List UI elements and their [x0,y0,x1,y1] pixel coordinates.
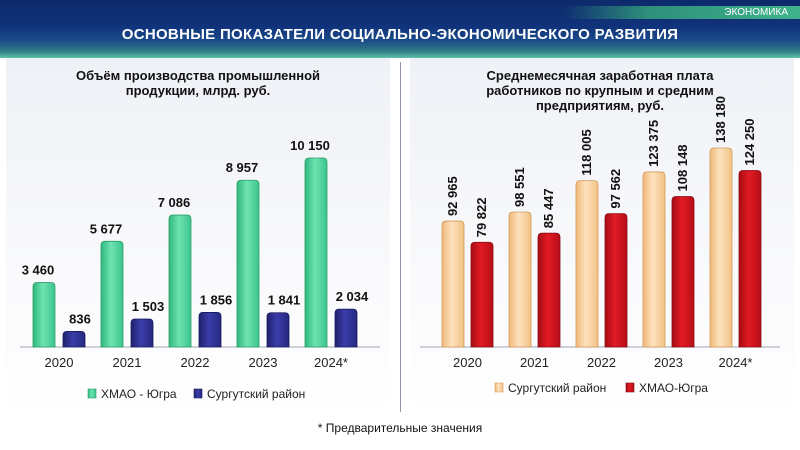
footnote: * Предварительные значения [317,421,483,435]
data-label-ХМАО-Югра-2021: 85 447 [541,188,556,228]
x-tick-label-2023: 2023 [654,355,683,370]
data-label-ХМАО-Югра-2023: 108 148 [675,145,690,192]
x-tick-label-2024*: 2024* [719,355,753,370]
header-banner: ЭКОНОМИКА ОСНОВНЫЕ ПОКАЗАТЕЛИ СОЦИАЛЬНО-… [0,0,800,58]
x-tick-label-2021: 2021 [520,355,549,370]
bar-Сургутский район-2024* [334,308,358,348]
bar-ХМАО-Югра-2020 [470,241,494,348]
legend-label-Сургутский район: Сургутский район [207,387,305,401]
bar-Сургутский район-2021 [508,211,532,348]
legend-label-ХМАО - Югра: ХМАО - Югра [101,387,177,401]
bar-Сургутский район-2020 [62,331,86,348]
x-tick-label-2020: 2020 [45,355,74,370]
x-tick-label-2021: 2021 [113,355,142,370]
right-chart-title-line-2: работников по крупным и средним [486,83,714,98]
legend-swatch-ХМАО - Югра [87,388,97,399]
right-chart-title: Среднемесячная заработная плата работник… [430,68,770,113]
data-label-Сургутский район-2024*: 138 180 [713,96,728,143]
left-chart-title-line-2: продукции, млрд. руб. [125,83,271,98]
chart-average-salary: 92 965 79 822 2020 98 551 85 447 2021 118 005 9… [420,96,780,395]
bar-Сургутский район-2022 [575,180,599,348]
data-label-ХМАО - Югра-2020: 3 460 [22,263,55,278]
data-label-Сургутский район-2021: 1 503 [132,299,165,314]
legend-label-Сургутский район: Сургутский район [508,381,606,395]
legend-label-ХМАО-Югра: ХМАО-Югра [639,381,708,395]
bar-Сургутский район-2023 [642,171,666,348]
bar-ХМАО - Югра-2021 [100,240,124,348]
data-label-Сургутский район-2020: 836 [69,311,91,326]
bar-ХМАО-Югра-2021 [537,232,561,348]
x-tick-label-2023: 2023 [249,355,278,370]
data-label-ХМАО - Югра-2022: 7 086 [158,195,191,210]
data-label-ХМАО-Югра-2022: 97 562 [608,169,623,209]
bar-ХМАО-Югра-2022 [604,213,628,348]
bar-ХМАО - Югра-2020 [32,282,56,348]
bar-ХМАО-Югра-2024* [738,170,762,348]
bar-ХМАО - Югра-2024* [304,157,328,348]
legend-swatch-ХМАО-Югра [625,382,635,393]
panel-divider [400,62,401,412]
x-tick-label-2022: 2022 [587,355,616,370]
data-label-ХМАО-Югра-2024*: 124 250 [742,119,757,166]
bar-ХМАО - Югра-2022 [168,214,192,348]
bar-Сургутский район-2021 [130,318,154,348]
bar-Сургутский район-2023 [266,312,290,348]
bar-ХМАО-Югра-2023 [671,196,695,348]
data-label-Сургутский район-2022: 1 856 [200,292,233,307]
data-label-ХМАО-Югра-2020: 79 822 [474,198,489,238]
section-tag: ЭКОНОМИКА [564,6,800,19]
right-chart-title-line-3: предприятиям, руб. [535,98,665,113]
bar-Сургутский район-2020 [441,220,465,348]
data-label-Сургутский район-2023: 123 375 [646,120,661,167]
legend-swatch-Сургутский район [193,388,203,399]
x-tick-label-2022: 2022 [181,355,210,370]
bar-Сургутский район-2022 [198,312,222,348]
bar-ХМАО - Югра-2023 [236,179,260,348]
data-label-Сургутский район-2022: 118 005 [579,129,594,175]
right-chart-title-line-1: Среднемесячная заработная плата [486,68,714,83]
data-label-ХМАО - Югра-2021: 5 677 [90,221,123,236]
x-tick-label-2020: 2020 [453,355,482,370]
data-label-Сургутский район-2020: 92 965 [445,176,460,216]
data-label-Сургутский район-2024*: 2 034 [336,289,369,304]
chart-industrial-output: 3 460 836 2020 5 677 1 503 2021 7 086 1 856 2022… [20,138,380,401]
legend-swatch-Сургутский район [494,382,504,393]
data-label-Сургутский район-2021: 98 551 [512,167,527,207]
data-label-Сургутский район-2023: 1 841 [268,293,301,308]
data-label-ХМАО - Югра-2023: 8 957 [226,160,259,175]
x-tick-label-2024*: 2024* [314,355,348,370]
bar-Сургутский район-2024* [709,147,733,348]
left-chart-title: Объём производства промышленной продукци… [20,68,376,98]
page-title: ОСНОВНЫЕ ПОКАЗАТЕЛИ СОЦИАЛЬНО-ЭКОНОМИЧЕС… [121,26,679,43]
left-chart-title-line-1: Объём производства промышленной [75,68,321,83]
data-label-ХМАО - Югра-2024*: 10 150 [290,138,330,153]
